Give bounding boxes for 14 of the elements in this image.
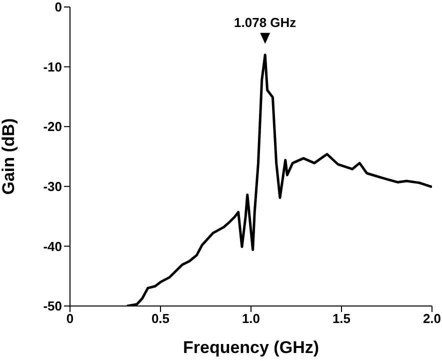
- x-tick-label: 0.5: [151, 311, 170, 326]
- x-tick-label: 1.5: [332, 311, 351, 326]
- annotation: 1.078 GHz: [234, 14, 297, 30]
- x-axis-title: Frequency (GHz): [182, 338, 320, 357]
- x-tick-label: 2.0: [422, 311, 442, 326]
- y-tick-label: 0: [54, 0, 62, 15]
- x-tick-label: 0: [66, 311, 74, 326]
- y-tick-label: -50: [43, 298, 62, 314]
- y-tick-label: -40: [43, 238, 62, 254]
- x-tick-label: 1.0: [242, 311, 260, 326]
- y-axis-title: Gain (dB): [0, 118, 18, 195]
- y-tick-label: -10: [43, 59, 62, 74]
- y-tick-label: -30: [43, 179, 62, 194]
- y-tick-label: -20: [43, 119, 62, 134]
